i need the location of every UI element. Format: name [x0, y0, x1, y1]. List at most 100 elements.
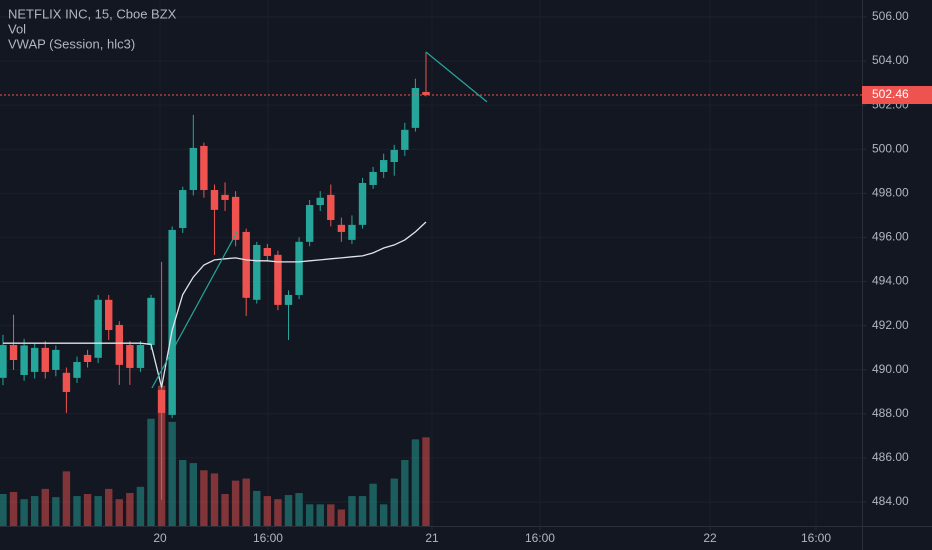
volume-bar — [105, 488, 113, 526]
y-tick-label: 486.00 — [872, 450, 909, 464]
volume-bar — [327, 504, 335, 526]
candle-body — [0, 345, 7, 378]
candle-body — [231, 196, 240, 240]
candle-body — [105, 299, 113, 331]
volume-bar — [242, 478, 250, 526]
x-tick-label: 16:00 — [801, 531, 831, 545]
candle-body — [263, 248, 272, 256]
x-tick-label: 16:00 — [253, 531, 283, 545]
y-tick-label: 496.00 — [872, 230, 909, 244]
candle-body — [221, 194, 229, 200]
x-tick-label: 21 — [425, 531, 439, 545]
indicator-label: Vol — [8, 21, 26, 36]
candle-body — [126, 345, 134, 368]
volume-bar — [274, 499, 282, 526]
volume-bar — [358, 496, 367, 526]
candle-body — [136, 345, 145, 368]
candle-body — [94, 299, 102, 358]
volume-bar — [9, 491, 18, 526]
candle-body — [115, 324, 123, 365]
y-tick-label: 492.00 — [872, 318, 909, 332]
candle-body — [379, 160, 388, 172]
grid — [0, 0, 862, 526]
y-tick-label: 506.00 — [872, 9, 909, 23]
volume-bar — [73, 496, 81, 526]
volume-bar — [390, 478, 398, 526]
volume-bar — [369, 483, 377, 526]
y-tick-label: 494.00 — [872, 274, 909, 288]
volume-bar — [263, 496, 272, 526]
last-price-box — [862, 86, 932, 105]
candle-body — [62, 372, 71, 392]
candle-body — [422, 91, 430, 96]
volume-bar — [348, 496, 356, 526]
volume-bar — [337, 509, 346, 526]
volume-bar — [411, 439, 420, 526]
y-tick-label: 504.00 — [872, 53, 909, 67]
volume-bar — [231, 480, 240, 526]
x-tick-label: 22 — [703, 531, 717, 545]
volume-bar — [379, 504, 388, 526]
candle-body — [284, 294, 293, 305]
vwap-line — [3, 221, 427, 388]
x-tick-label: 16:00 — [525, 531, 555, 545]
volume-bar — [305, 504, 314, 526]
volume-bar — [83, 494, 92, 526]
candle-body — [358, 182, 367, 225]
candle-body — [189, 147, 198, 191]
volume-bar — [189, 463, 198, 526]
volume-bar — [168, 421, 176, 526]
y-tick-label: 500.00 — [872, 141, 909, 155]
volume-bar — [126, 492, 134, 526]
candle-body — [253, 244, 261, 300]
volume-bar — [115, 499, 123, 526]
volume-bar — [295, 492, 303, 526]
candle-body — [210, 190, 219, 210]
candle-body — [9, 345, 18, 360]
volume-bar — [52, 497, 60, 526]
candle-body — [305, 205, 314, 242]
candle-body — [369, 171, 377, 185]
chart-title: NETFLIX INC, 15, Cboe BZX — [8, 6, 177, 21]
volume-bar — [284, 495, 293, 526]
y-tick-label: 488.00 — [872, 406, 909, 420]
y-tick-label: 484.00 — [872, 494, 909, 508]
volume-bar — [210, 473, 219, 526]
volume-bar — [94, 496, 102, 526]
axes: 484.00 486.00 488.00 490.00 492.00 494.00 496.… — [153, 9, 932, 545]
candle-body — [20, 345, 28, 375]
candle-body — [41, 347, 49, 372]
candle-body — [73, 361, 81, 378]
volume-bar — [316, 504, 324, 526]
candle-body — [30, 347, 39, 372]
candle-body — [168, 229, 176, 415]
volume-bar — [30, 496, 39, 526]
volume-bar — [41, 488, 49, 526]
volume-bar — [62, 471, 71, 526]
volume-bar — [20, 499, 28, 526]
last-price-label: 502.46 — [872, 87, 909, 101]
candle-body — [327, 194, 335, 221]
trend-line — [425, 51, 488, 103]
volume-bar — [253, 490, 261, 526]
volume-bar — [147, 418, 155, 526]
candle-body — [401, 129, 409, 150]
candle-body — [337, 224, 346, 232]
volume-bar — [422, 437, 430, 526]
x-tick-label: 20 — [153, 531, 167, 545]
candle-body — [348, 224, 356, 240]
y-tick-label: 498.00 — [872, 186, 909, 200]
candle-body — [147, 297, 155, 346]
volume-bar — [136, 486, 145, 526]
candle-body — [83, 354, 92, 362]
candle-body — [242, 231, 250, 298]
price-pane — [0, 51, 862, 500]
volume-bar — [401, 459, 409, 526]
candle-body — [52, 349, 60, 370]
candle-body — [390, 149, 398, 163]
volume-bar — [179, 459, 187, 526]
candle-body — [179, 190, 187, 228]
